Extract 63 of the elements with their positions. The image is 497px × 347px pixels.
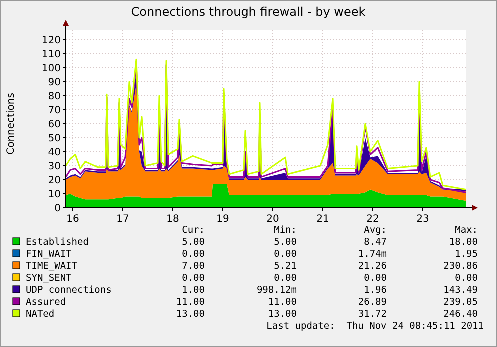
x-tick-label: 22 [366, 214, 380, 225]
text: 0.00 [274, 273, 298, 284]
y-tick-label: 110 [42, 50, 61, 60]
x-tick-label: 19 [216, 214, 230, 225]
text: Cur: [182, 225, 205, 236]
legend-label: TIME_WAIT [26, 261, 78, 272]
text: Avg: [364, 225, 387, 236]
y-tick-label: 0 [54, 204, 61, 214]
chart-title: Connections through firewall - by week [131, 5, 366, 19]
text: 0.00 [182, 273, 206, 284]
legend-label: NATed [26, 309, 55, 320]
y-tick-label: 90 [48, 78, 61, 88]
y-tick-label: 120 [42, 36, 61, 46]
text: Min: [274, 225, 297, 236]
text: 31.72 [358, 309, 387, 320]
legend-label: SYN_SENT [26, 273, 72, 284]
text: 26.89 [358, 297, 388, 308]
text: 11.00 [268, 297, 298, 308]
text: 13.00 [176, 309, 206, 320]
x-tick-label: 23 [416, 214, 430, 225]
text: 0.00 [364, 273, 388, 284]
x-tick-label: 16 [66, 214, 80, 225]
x-tick-label: 20 [266, 214, 280, 225]
text: 0.00 [274, 249, 298, 260]
text: Max: [455, 225, 478, 236]
x-tick-label: 17 [116, 214, 130, 225]
y-tick-label: 20 [48, 176, 61, 186]
text: 0.00 [182, 249, 206, 260]
text: 1.95 [455, 249, 478, 260]
legend-label: Assured [26, 297, 66, 308]
text: 1.74m [358, 249, 388, 260]
text: 7.00 [182, 261, 206, 272]
text: 18.00 [449, 237, 478, 248]
y-axis-title: Connections [6, 93, 17, 155]
text: Last update: Thu Nov 24 08:45:11 2011 [266, 321, 484, 332]
text: 5.21 [274, 261, 298, 272]
text: 246.40 [444, 309, 478, 320]
text: 13.00 [268, 309, 298, 320]
text: 21.26 [358, 261, 388, 272]
text: 143.49 [444, 285, 478, 296]
y-tick-label: 60 [48, 120, 61, 130]
legend-label: Established [26, 237, 89, 248]
x-tick-label: 18 [166, 214, 180, 225]
text: 239.05 [444, 297, 478, 308]
y-tick-label: 30 [48, 162, 61, 172]
text: 1.00 [182, 285, 206, 296]
y-tick-label: 50 [48, 134, 61, 144]
y-tick-label: 100 [42, 64, 61, 74]
text: 0.00 [455, 273, 478, 284]
y-tick-label: 80 [48, 92, 61, 102]
text: 5.00 [274, 237, 298, 248]
y-tick-label: 70 [48, 106, 61, 116]
text: 11.00 [176, 297, 206, 308]
text: 8.47 [364, 237, 387, 248]
text: 5.00 [182, 237, 206, 248]
x-tick-label: 21 [316, 214, 330, 225]
text: 1.96 [364, 285, 388, 296]
text: 230.86 [444, 261, 478, 272]
y-tick-label: 10 [48, 190, 61, 200]
text: 998.12m [256, 285, 298, 296]
legend-label: FIN_WAIT [26, 249, 72, 260]
y-tick-label: 40 [48, 148, 61, 158]
legend-label: UDP connections [26, 285, 112, 296]
